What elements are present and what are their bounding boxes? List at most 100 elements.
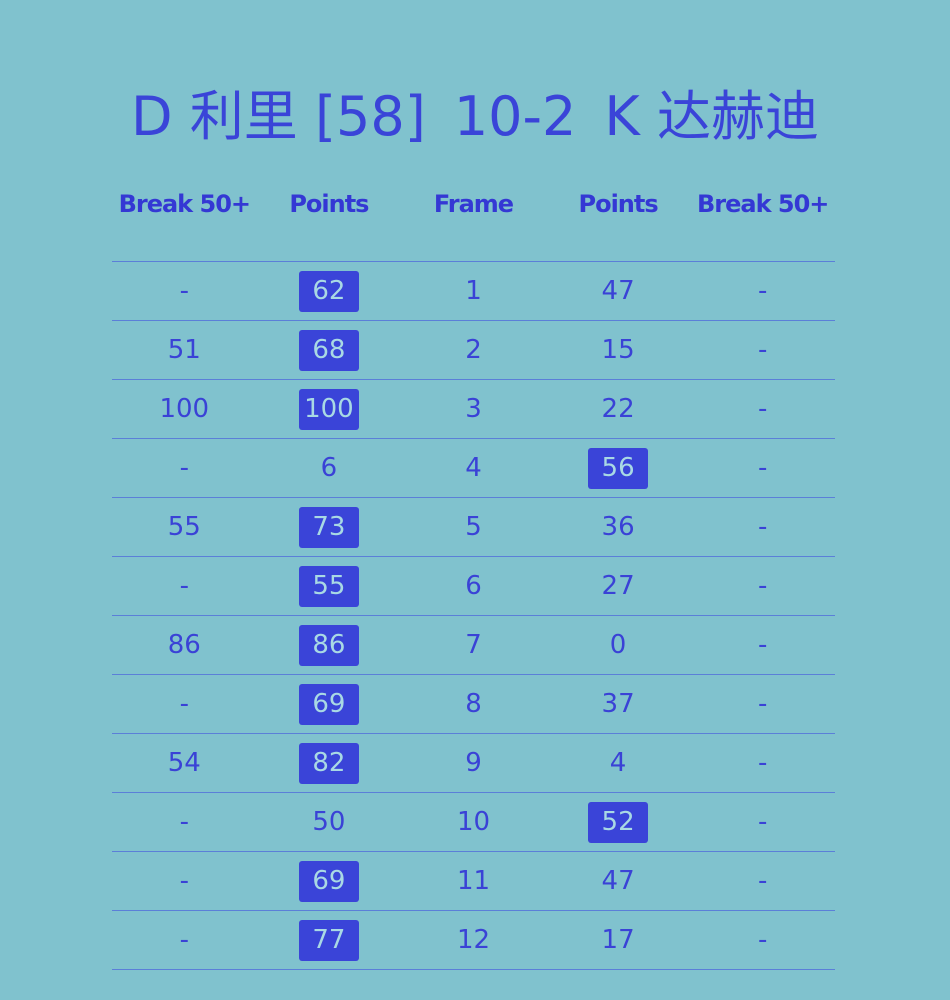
right-player: K 达赫迪 [604, 85, 819, 148]
left-points-cell: 62 [256, 261, 402, 321]
right-break-cell: - [690, 261, 835, 321]
right-points-cell: 47 [545, 851, 691, 911]
frame-cell: 5 [401, 497, 546, 557]
left-break-cell-value: 55 [167, 512, 201, 542]
left-break-cell-value: - [179, 866, 189, 896]
left-break-cell: - [112, 674, 257, 734]
table-row: - 6 4 56 - [112, 438, 835, 498]
header-left-break: Break 50+ [118, 190, 251, 218]
right-points-cell: 52 [545, 792, 691, 852]
winner-points-badge: 62 [298, 270, 359, 312]
left-player: D 利里 [58] [131, 85, 426, 148]
table-row: 86 86 7 0 - [112, 615, 835, 675]
right-points-cell: 37 [545, 674, 691, 734]
frame-cell-value: 5 [465, 512, 482, 542]
header-frame: Frame [433, 190, 514, 218]
right-points-cell: 0 [545, 615, 691, 675]
winner-points-badge: 69 [298, 860, 359, 902]
winner-points-badge: 82 [298, 742, 359, 784]
right-break-cell-value: - [757, 689, 768, 719]
left-break-cell-value: 86 [167, 630, 201, 660]
frame-cell: 10 [401, 792, 546, 852]
left-break-cell-value: 54 [167, 748, 201, 778]
left-break-cell-value: - [179, 925, 189, 955]
header-left-points: Points [289, 190, 369, 218]
winner-points-badge: 73 [298, 506, 359, 548]
frame-cell-value: 7 [465, 630, 482, 660]
left-break-cell-value: - [179, 453, 189, 483]
right-break-cell-value: - [757, 394, 768, 424]
left-points-cell: 73 [256, 497, 402, 557]
right-break-cell: - [690, 851, 835, 911]
winner-points-badge: 69 [298, 683, 359, 725]
header-right-points: Points [578, 190, 659, 218]
left-points-cell: 69 [256, 851, 402, 911]
table-row: - 69 8 37 - [112, 674, 835, 734]
right-break-cell-value: - [757, 453, 768, 483]
right-break-cell-value: - [757, 748, 768, 778]
left-break-cell: 55 [112, 497, 257, 557]
right-points-cell: 36 [545, 497, 691, 557]
right-break-cell-value: - [757, 807, 768, 837]
table-row: 54 82 9 4 - [112, 733, 835, 793]
frame-cell: 8 [401, 674, 546, 734]
frame-cell-value: 12 [456, 925, 491, 955]
left-break-cell: 54 [112, 733, 257, 793]
frame-cell-value: 8 [465, 689, 482, 719]
left-break-cell: - [112, 792, 257, 852]
frame-cell: 9 [401, 733, 546, 793]
left-points-cell: 86 [256, 615, 402, 675]
right-break-cell-value: - [757, 630, 768, 660]
frame-cell: 1 [401, 261, 546, 321]
right-break-cell-value: - [757, 925, 768, 955]
match-title: D 利里 [58] 10-2 K 达赫迪 [0, 72, 950, 151]
right-points-cell: 56 [545, 438, 691, 498]
right-break-cell-value: - [757, 335, 768, 365]
right-points-cell-value: 0 [609, 630, 627, 660]
right-points-cell: 4 [545, 733, 691, 793]
right-points-cell: 22 [545, 379, 691, 439]
frame-cell: 4 [401, 438, 546, 498]
header-right-break: Break 50+ [696, 190, 829, 218]
left-break-cell: 86 [112, 615, 257, 675]
left-break-cell-value: - [179, 689, 189, 719]
table-row: 100 100 3 22 - [112, 379, 835, 439]
left-points-cell: 68 [256, 320, 402, 380]
winner-points-badge: 86 [298, 624, 359, 666]
match-score: 10-2 [453, 85, 577, 148]
right-break-cell-value: - [757, 512, 768, 542]
frame-cell: 11 [401, 851, 546, 911]
right-break-cell: - [690, 792, 835, 852]
right-points-cell-value: 36 [601, 512, 635, 542]
frame-cell-value: 3 [465, 394, 482, 424]
left-break-cell-value: - [179, 807, 189, 837]
frame-cell-value: 11 [456, 866, 491, 896]
frame-cell-value: 1 [465, 276, 482, 306]
winner-points-badge: 100 [298, 388, 359, 430]
right-points-cell-value: 4 [609, 748, 627, 778]
frame-cell: 12 [401, 910, 546, 970]
right-points-cell: 47 [545, 261, 691, 321]
header-row: Break 50+ Points Frame Points Break 50+ [112, 178, 835, 230]
left-points-cell: 77 [256, 910, 402, 970]
right-break-cell: - [690, 674, 835, 734]
right-break-cell: - [690, 910, 835, 970]
right-points-cell: 17 [545, 910, 691, 970]
left-break-cell: - [112, 438, 257, 498]
left-points-cell-value: 50 [312, 807, 346, 837]
frame-cell: 6 [401, 556, 546, 616]
left-points-cell: 82 [256, 733, 402, 793]
frame-cell-value: 10 [456, 807, 491, 837]
frame-cell: 7 [401, 615, 546, 675]
right-break-cell: - [690, 379, 835, 439]
table-row: - 62 1 47 - [112, 261, 835, 321]
frame-cell-value: 9 [465, 748, 482, 778]
right-break-cell: - [690, 733, 835, 793]
right-points-cell-value: 47 [601, 276, 635, 306]
winner-points-badge: 52 [588, 801, 649, 843]
left-break-cell-value: 100 [159, 394, 210, 424]
right-points-cell: 15 [545, 320, 691, 380]
right-break-cell: - [690, 438, 835, 498]
left-break-cell-value: - [179, 276, 189, 306]
right-break-cell: - [690, 615, 835, 675]
